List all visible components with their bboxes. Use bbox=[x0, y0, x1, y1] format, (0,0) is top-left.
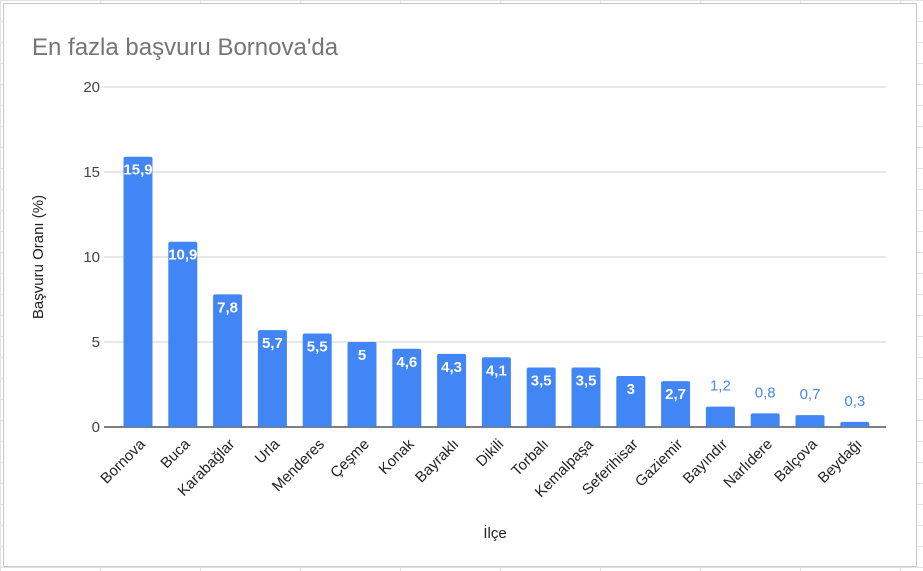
data-label: 5 bbox=[358, 347, 366, 364]
data-label: 0,8 bbox=[755, 384, 776, 401]
data-label: 5,5 bbox=[307, 339, 328, 356]
data-label: 4,3 bbox=[441, 359, 462, 376]
data-label: 7,8 bbox=[217, 299, 238, 316]
data-labels: 15,9 10,9 7,8 5,7 5,5 5 4,6 4,3 4,1 3,5 3,5 3 2,7 1,2… bbox=[123, 162, 865, 410]
data-label: 3,5 bbox=[576, 373, 597, 390]
bar[interactable] bbox=[257, 330, 287, 427]
bar[interactable] bbox=[705, 406, 735, 427]
category-label: Bornova bbox=[97, 435, 149, 487]
bar[interactable] bbox=[168, 241, 198, 427]
x-axis-title: İlçe bbox=[483, 524, 506, 542]
data-label: 0,7 bbox=[800, 386, 821, 403]
bar[interactable] bbox=[750, 413, 780, 427]
chart-title: En fazla başvuru Bornova'da bbox=[32, 34, 339, 61]
bar[interactable] bbox=[437, 353, 467, 427]
data-label: 2,7 bbox=[665, 386, 686, 403]
category-label: Buca bbox=[157, 435, 194, 472]
category-label: Bayraklı bbox=[412, 436, 462, 486]
data-label: 15,9 bbox=[123, 162, 152, 179]
bar[interactable] bbox=[347, 342, 377, 427]
category-label: Torbalı bbox=[508, 436, 552, 480]
bar[interactable] bbox=[795, 415, 825, 427]
category-label: Beydağı bbox=[815, 436, 866, 487]
y-tick-label: 20 bbox=[83, 79, 100, 96]
y-tick-label: 15 bbox=[83, 164, 100, 181]
bar[interactable] bbox=[526, 367, 556, 428]
bar[interactable] bbox=[481, 357, 511, 427]
bar[interactable] bbox=[616, 376, 646, 427]
data-label: 4,1 bbox=[486, 362, 507, 379]
data-label: 0,3 bbox=[844, 393, 865, 410]
bar[interactable] bbox=[661, 381, 691, 427]
bar[interactable] bbox=[123, 156, 153, 427]
data-label: 4,6 bbox=[396, 354, 417, 371]
data-label: 10,9 bbox=[168, 247, 197, 264]
y-axis-title: Başvuru Oranı (%) bbox=[30, 195, 47, 319]
y-axis-ticks: 0 5 10 15 20 bbox=[83, 79, 100, 436]
data-label: 3 bbox=[627, 381, 635, 398]
category-label: Narlıdere bbox=[720, 436, 776, 492]
category-label: Konak bbox=[376, 435, 418, 477]
chart-container[interactable]: En fazla başvuru Bornova'da bbox=[3, 3, 917, 567]
data-label: 3,5 bbox=[531, 373, 552, 390]
bar[interactable] bbox=[840, 421, 870, 427]
y-tick-label: 10 bbox=[83, 249, 100, 266]
bar[interactable] bbox=[392, 348, 422, 427]
bar[interactable] bbox=[213, 294, 243, 427]
bar[interactable] bbox=[302, 333, 332, 428]
data-label: 5,7 bbox=[262, 335, 283, 352]
bars bbox=[123, 156, 870, 428]
bar[interactable] bbox=[571, 367, 601, 428]
data-label: 1,2 bbox=[710, 378, 731, 395]
category-label: Çeşme bbox=[327, 436, 373, 482]
category-label: Dikili bbox=[473, 436, 507, 470]
category-label: Urla bbox=[252, 435, 284, 467]
y-tick-label: 0 bbox=[92, 419, 100, 436]
category-label: Gaziemir bbox=[632, 436, 686, 490]
y-tick-label: 5 bbox=[92, 334, 100, 351]
category-label: Balçova bbox=[771, 435, 821, 485]
